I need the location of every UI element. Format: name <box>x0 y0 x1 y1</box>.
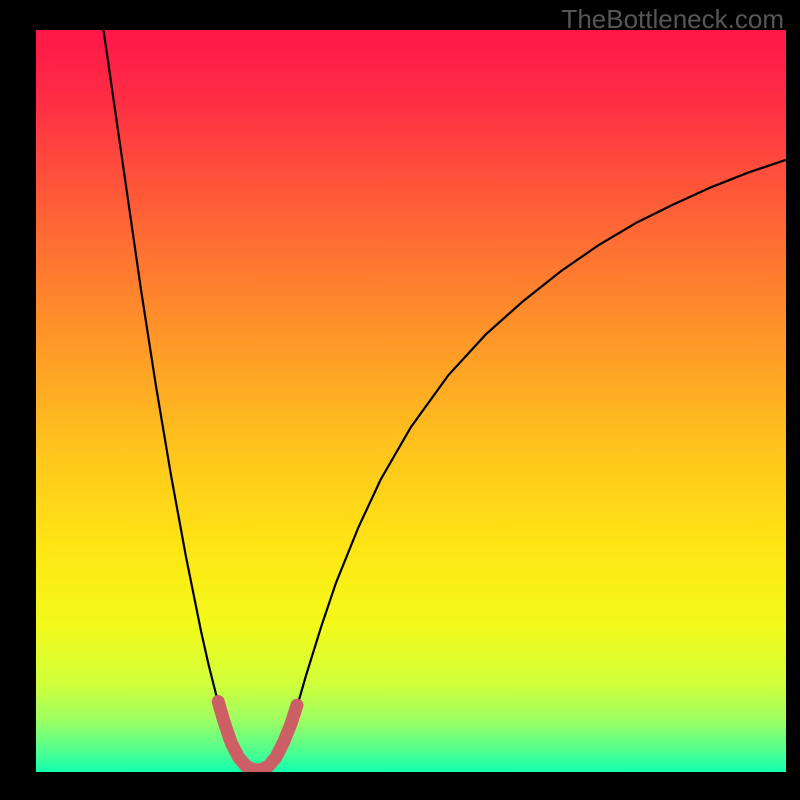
chart-svg <box>36 30 786 772</box>
bottleneck-chart <box>36 30 786 772</box>
chart-background <box>36 30 786 772</box>
